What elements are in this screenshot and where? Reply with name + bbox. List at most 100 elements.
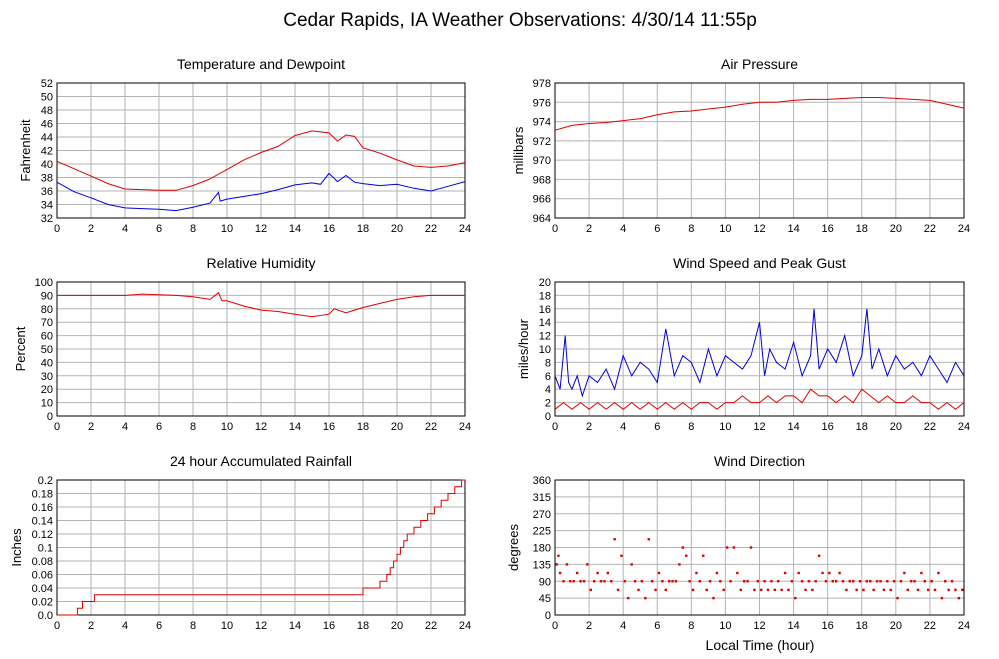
y-tick-label: 972 bbox=[533, 136, 551, 148]
x-tick-label: 6 bbox=[654, 421, 660, 433]
plot-frame bbox=[56, 281, 466, 417]
x-tick-label: 18 bbox=[357, 223, 369, 235]
data-point bbox=[804, 588, 807, 592]
data-point bbox=[807, 580, 811, 583]
y-tick-label: 42 bbox=[41, 146, 53, 158]
y-tick-label: 10 bbox=[41, 398, 53, 410]
data-point bbox=[722, 588, 725, 592]
x-tick-label: 0 bbox=[552, 421, 558, 433]
x-tick-label: 20 bbox=[890, 421, 902, 433]
data-point bbox=[763, 580, 766, 583]
x-tick-label: 22 bbox=[924, 620, 936, 632]
data-point bbox=[637, 588, 640, 592]
y-tick-label: 0.06 bbox=[32, 570, 53, 582]
plot-frame bbox=[554, 82, 965, 219]
data-point bbox=[589, 588, 592, 592]
y-tick-label: 32 bbox=[41, 213, 53, 225]
data-point bbox=[695, 571, 698, 575]
data-point bbox=[633, 580, 637, 583]
x-tick-label: 0 bbox=[54, 223, 60, 235]
data-point bbox=[627, 596, 630, 600]
data-point bbox=[667, 580, 671, 583]
data-point bbox=[957, 596, 961, 600]
x-tick-label: 4 bbox=[122, 421, 128, 433]
y-tick-label: 60 bbox=[41, 331, 53, 343]
data-point bbox=[920, 571, 923, 575]
data-point bbox=[725, 546, 729, 549]
x-tick-label: 22 bbox=[425, 620, 437, 632]
x-tick-label: 10 bbox=[719, 223, 731, 235]
data-point bbox=[875, 580, 879, 583]
y-tick-label: 966 bbox=[533, 194, 551, 206]
y-axis-label: millibars bbox=[511, 126, 526, 174]
data-point bbox=[916, 588, 920, 592]
x-tick-label: 14 bbox=[787, 421, 799, 433]
data-point bbox=[954, 588, 957, 592]
y-tick-label: 50 bbox=[41, 92, 53, 104]
x-tick-label: 24 bbox=[958, 421, 970, 433]
data-point bbox=[749, 546, 753, 549]
data-point bbox=[838, 571, 841, 575]
series-line-1 bbox=[554, 388, 965, 410]
data-point bbox=[657, 571, 661, 575]
data-point bbox=[848, 580, 852, 583]
data-point bbox=[766, 588, 770, 592]
data-point bbox=[794, 596, 797, 600]
x-tick-label: 2 bbox=[586, 223, 592, 235]
data-point bbox=[610, 580, 613, 583]
data-point bbox=[654, 588, 657, 592]
chart-title: Relative Humidity bbox=[207, 255, 316, 271]
data-point bbox=[811, 588, 814, 592]
y-tick-label: 34 bbox=[41, 200, 53, 212]
x-tick-label: 18 bbox=[856, 421, 868, 433]
data-point bbox=[719, 580, 722, 583]
data-point bbox=[698, 580, 702, 583]
data-point bbox=[886, 580, 889, 583]
x-tick-label: 14 bbox=[289, 620, 301, 632]
x-tick-label: 8 bbox=[190, 223, 196, 235]
x-tick-label: 12 bbox=[753, 421, 765, 433]
data-point bbox=[579, 580, 582, 583]
data-point bbox=[817, 554, 821, 557]
x-tick-label: 12 bbox=[255, 620, 267, 632]
data-point bbox=[674, 580, 678, 583]
data-point bbox=[913, 580, 916, 583]
x-tick-label: 18 bbox=[856, 620, 868, 632]
y-tick-label: 90 bbox=[41, 290, 53, 302]
data-point bbox=[906, 588, 909, 592]
data-point bbox=[712, 596, 715, 600]
data-point bbox=[691, 588, 695, 592]
x-tick-label: 14 bbox=[289, 421, 301, 433]
series-line-0 bbox=[57, 479, 465, 616]
x-tick-label: 6 bbox=[654, 620, 660, 632]
y-tick-label: 0.0 bbox=[38, 610, 53, 622]
y-tick-label: 40 bbox=[41, 159, 53, 171]
x-tick-label: 20 bbox=[391, 620, 403, 632]
data-point bbox=[753, 588, 756, 592]
x-tick-label: 14 bbox=[787, 620, 799, 632]
x-tick-label: 14 bbox=[787, 223, 799, 235]
x-tick-label: 6 bbox=[156, 620, 162, 632]
x-tick-label: 22 bbox=[924, 421, 936, 433]
x-tick-label: 24 bbox=[459, 223, 471, 235]
data-point bbox=[603, 580, 606, 583]
x-tick-label: 8 bbox=[190, 421, 196, 433]
y-tick-label: 90 bbox=[539, 576, 551, 588]
y-axis-label: Inches bbox=[9, 528, 24, 567]
data-point bbox=[862, 588, 865, 592]
y-tick-label: 0 bbox=[47, 411, 53, 423]
data-point bbox=[569, 580, 572, 583]
y-tick-label: 978 bbox=[533, 78, 551, 90]
data-point bbox=[814, 580, 817, 583]
y-tick-label: 0.1 bbox=[38, 543, 53, 555]
data-point bbox=[565, 563, 569, 566]
data-point bbox=[678, 563, 681, 566]
x-tick-label: 6 bbox=[156, 223, 162, 235]
x-tick-label: 6 bbox=[156, 421, 162, 433]
x-tick-label: 20 bbox=[890, 620, 902, 632]
data-point bbox=[650, 580, 654, 583]
